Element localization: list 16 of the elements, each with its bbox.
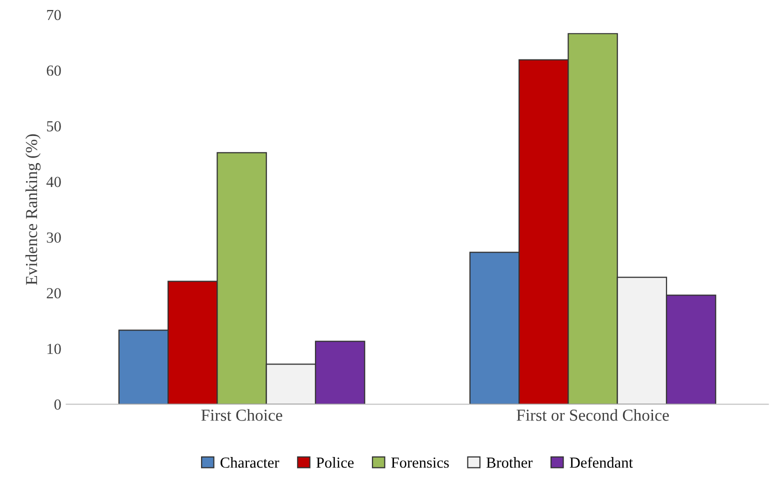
y-tick-label: 10 (48, 344, 61, 354)
y-axis-title: Evidence Ranking (%) (25, 134, 41, 285)
y-tick-label: 30 (46, 232, 61, 243)
y-tick-label: 0 (54, 399, 61, 410)
legend-label: Defendant (570, 456, 633, 468)
y-tick-label: 20 (46, 288, 61, 298)
x-tick-label: First Choice (201, 409, 282, 421)
y-tick-label: 60 (46, 65, 61, 76)
legend-label: Brother (486, 457, 533, 468)
legend-label: Forensics (391, 458, 449, 468)
legend-label: Police (316, 457, 354, 468)
y-tick-label: 50 (47, 121, 61, 132)
y-tick-label: 40 (46, 176, 61, 188)
x-tick-label: First or Second Choice (516, 409, 669, 421)
legend-label: Character (220, 457, 280, 468)
y-tick-label: 70 (47, 10, 61, 20)
